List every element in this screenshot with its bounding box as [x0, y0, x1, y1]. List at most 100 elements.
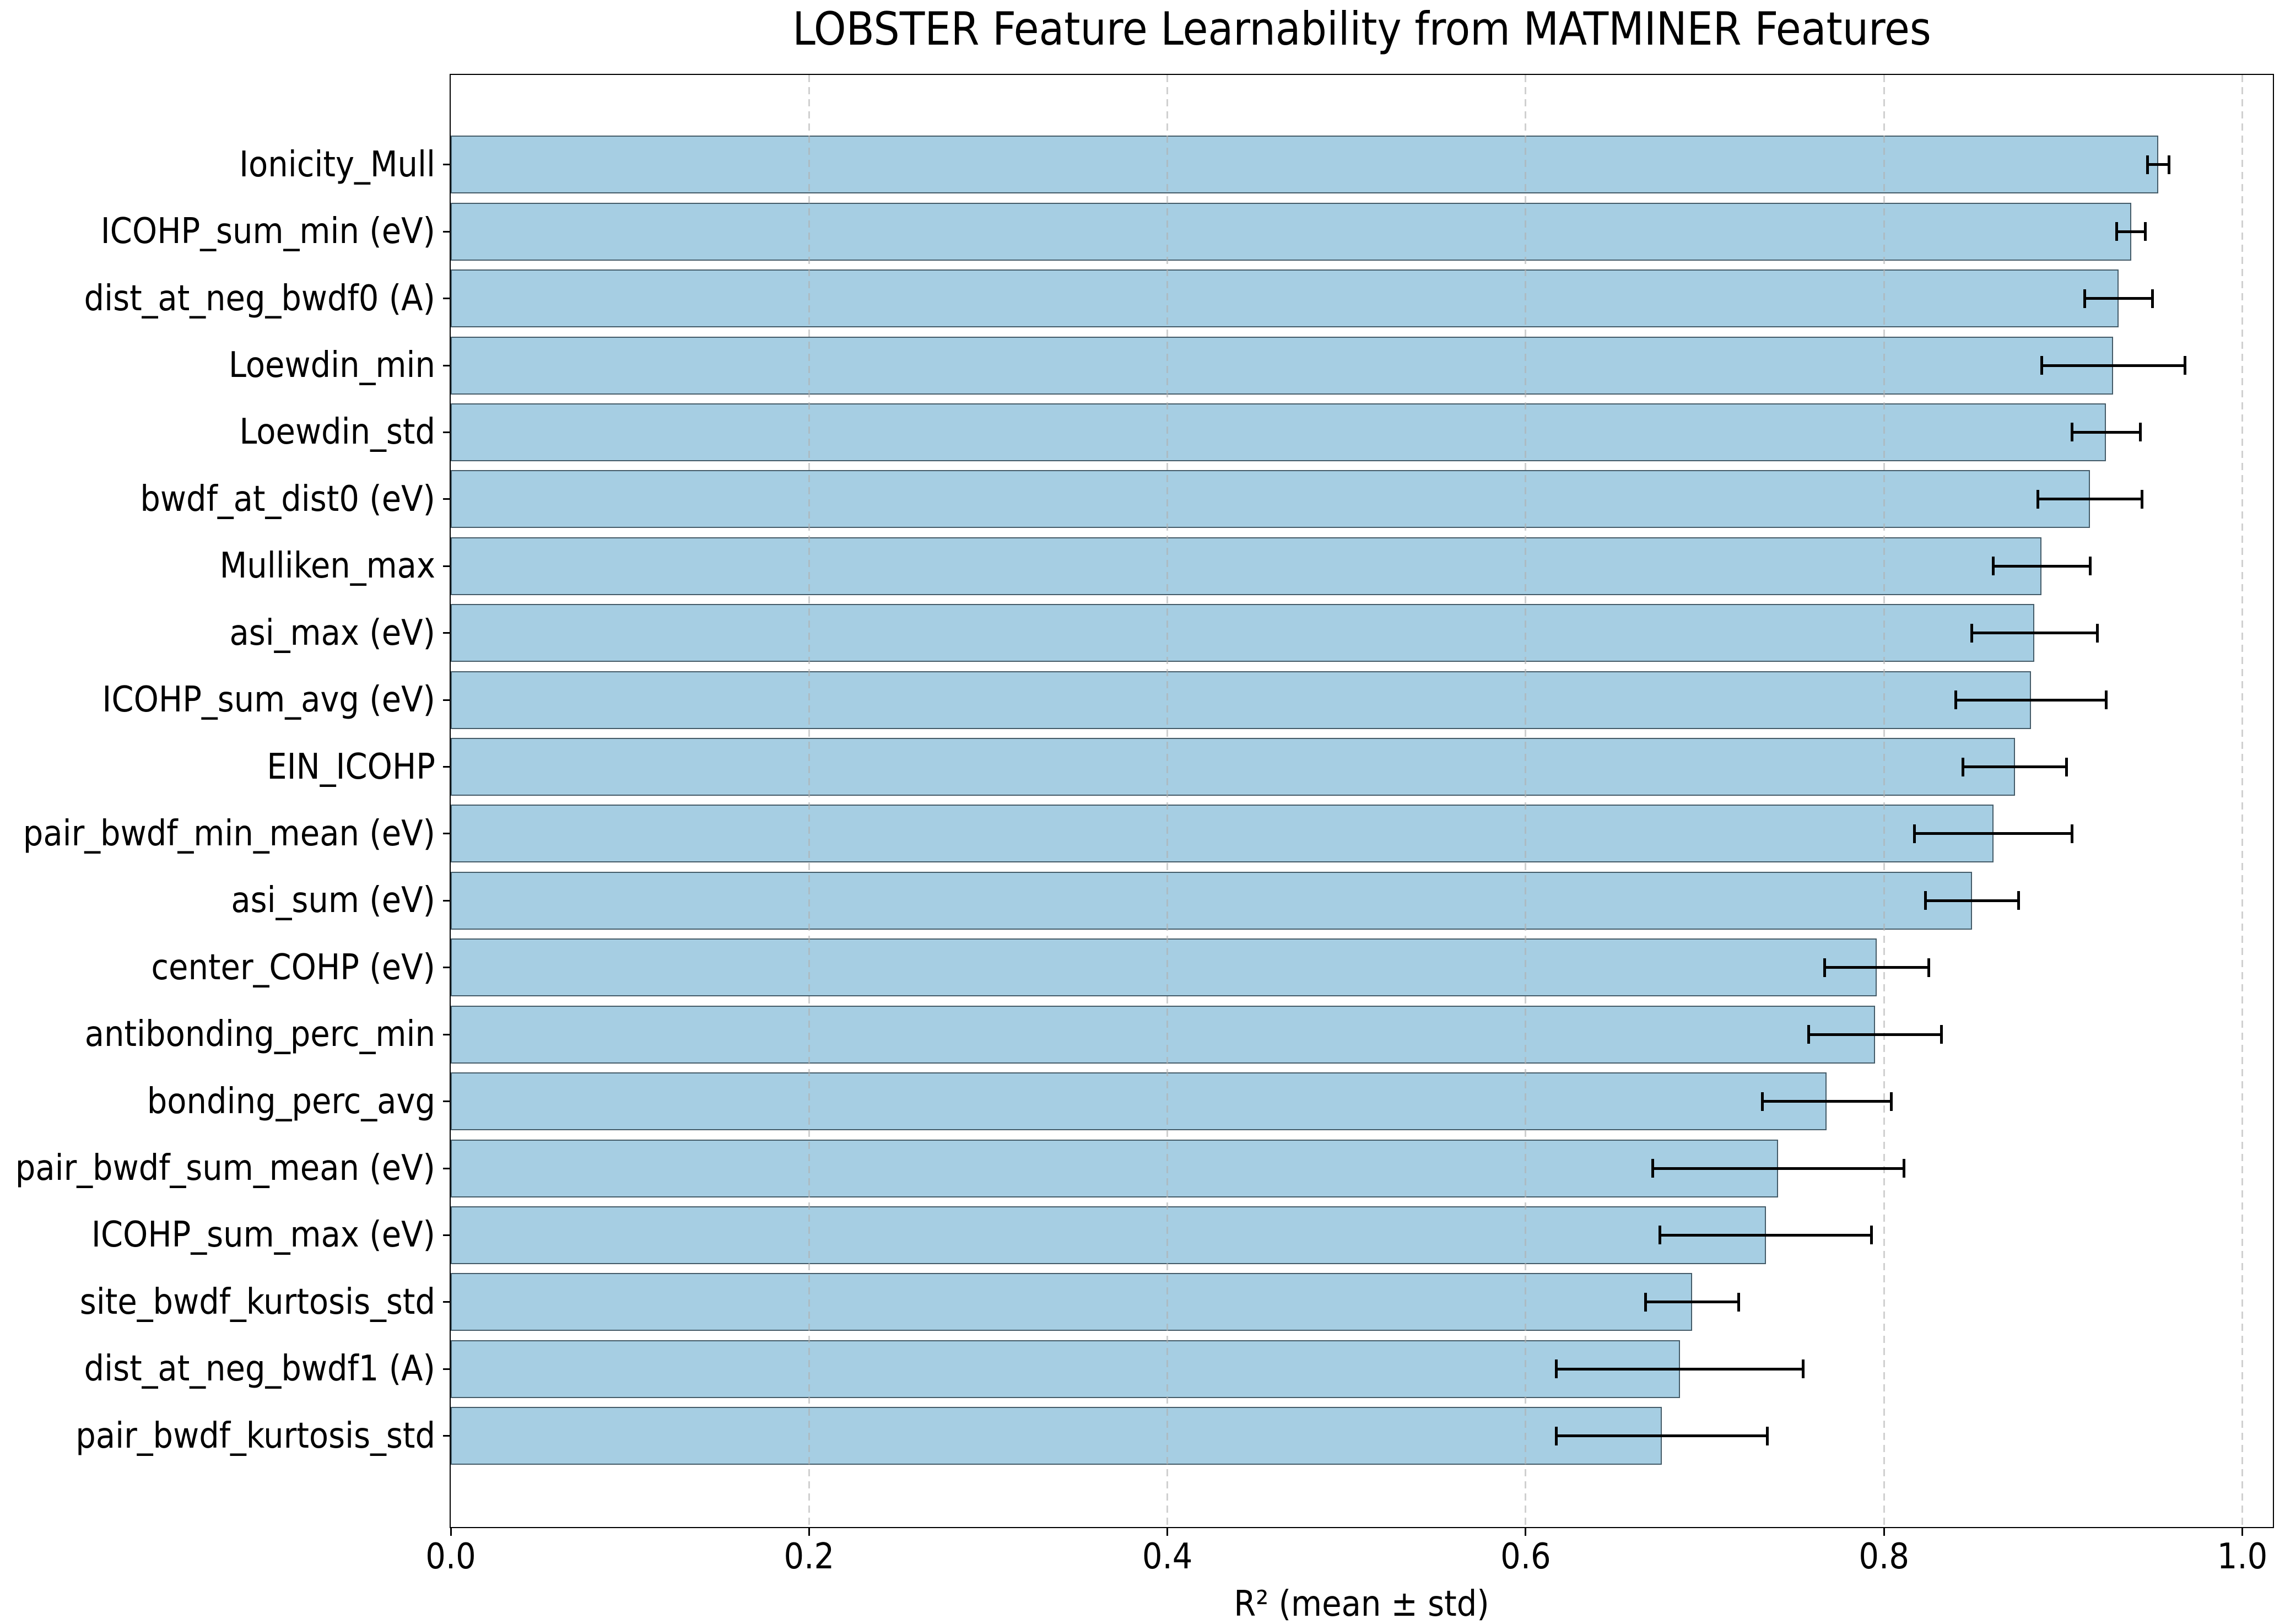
- bar-pair_bwdf_kurtosis_std: [451, 1407, 1662, 1465]
- errorbar-Loewdin_min: [2041, 364, 2185, 367]
- bar-dist_at_neg_bwdf0 (A): [451, 269, 2119, 327]
- errorbar-cap-hi-asi_sum (eV): [2017, 891, 2020, 910]
- gridline-x-0.4: [1166, 75, 1169, 1527]
- bar-pair_bwdf_sum_mean (eV): [451, 1139, 1779, 1197]
- errorbar-cap-lo-ICOHP_sum_min (eV): [2115, 222, 2119, 241]
- bar-Loewdin_std: [451, 403, 2106, 461]
- errorbar-cap-hi-Ionicity_Mull: [2167, 155, 2170, 174]
- errorbar-Ionicity_Mull: [2147, 163, 2169, 166]
- errorbar-cap-hi-dist_at_neg_bwdf0 (A): [2151, 289, 2154, 308]
- y-tick-label-pair_bwdf_sum_mean (eV): pair_bwdf_sum_mean (eV): [15, 1148, 435, 1189]
- errorbar-site_bwdf_kurtosis_std: [1645, 1301, 1739, 1304]
- y-tick-dist_at_neg_bwdf0 (A): [443, 298, 450, 299]
- bar-ICOHP_sum_min (eV): [451, 202, 2131, 261]
- gridline-x-0.6: [1525, 75, 1527, 1527]
- errorbar-cap-hi-bwdf_at_dist0 (eV): [2140, 489, 2143, 509]
- bar-ICOHP_sum_avg (eV): [451, 671, 2031, 729]
- errorbar-cap-hi-site_bwdf_kurtosis_std: [1737, 1292, 1741, 1312]
- y-tick-label-antibonding_perc_min: antibonding_perc_min: [84, 1014, 435, 1055]
- errorbar-cap-lo-pair_bwdf_kurtosis_std: [1554, 1426, 1558, 1445]
- errorbar-Mulliken_max: [1993, 564, 2090, 568]
- y-tick-label-bonding_perc_avg: bonding_perc_avg: [147, 1081, 435, 1122]
- y-tick-label-Ionicity_Mull: Ionicity_Mull: [239, 144, 435, 185]
- errorbar-cap-lo-pair_bwdf_min_mean (eV): [1913, 824, 1916, 843]
- errorbar-cap-hi-ICOHP_sum_avg (eV): [2104, 690, 2108, 710]
- x-tick-label-0.2: 0.2: [784, 1536, 835, 1577]
- x-tick-0.8: [1883, 1528, 1885, 1536]
- gridline-x-0.8: [1883, 75, 1885, 1527]
- errorbar-cap-hi-EIN_ICOHP: [2065, 757, 2068, 776]
- y-tick-center_COHP (eV): [443, 967, 450, 969]
- y-tick-label-center_COHP (eV): center_COHP (eV): [151, 947, 435, 988]
- errorbar-cap-hi-bonding_perc_avg: [1889, 1092, 1893, 1111]
- x-tick-0.4: [1166, 1528, 1169, 1536]
- gridline-x-1: [2241, 75, 2243, 1527]
- x-tick-label-1.0: 1.0: [2217, 1536, 2268, 1577]
- errorbar-cap-lo-Mulliken_max: [1992, 557, 1995, 576]
- errorbar-cap-hi-ICOHP_sum_min (eV): [2144, 222, 2147, 241]
- errorbar-cap-lo-bonding_perc_avg: [1760, 1092, 1764, 1111]
- errorbar-bonding_perc_avg: [1762, 1100, 1892, 1103]
- errorbar-pair_bwdf_kurtosis_std: [1556, 1434, 1768, 1438]
- errorbar-cap-hi-Loewdin_std: [2138, 423, 2142, 442]
- y-tick-pair_bwdf_sum_mean (eV): [443, 1167, 450, 1169]
- x-axis-label: R² (mean ± std): [1234, 1584, 1489, 1624]
- errorbar-dist_at_neg_bwdf1 (A): [1556, 1367, 1803, 1371]
- y-tick-label-ICOHP_sum_max (eV): ICOHP_sum_max (eV): [91, 1215, 435, 1256]
- errorbar-cap-hi-ICOHP_sum_max (eV): [1870, 1226, 1873, 1245]
- y-tick-label-pair_bwdf_min_mean (eV): pair_bwdf_min_mean (eV): [23, 813, 435, 854]
- y-tick-asi_max (eV): [443, 632, 450, 634]
- bar-Loewdin_min: [451, 336, 2114, 395]
- errorbar-cap-hi-Loewdin_min: [2184, 356, 2186, 375]
- errorbar-Loewdin_std: [2072, 430, 2141, 434]
- errorbar-cap-lo-pair_bwdf_sum_mean (eV): [1651, 1159, 1655, 1178]
- errorbar-cap-lo-asi_sum (eV): [1924, 891, 1927, 910]
- y-tick-label-pair_bwdf_kurtosis_std: pair_bwdf_kurtosis_std: [75, 1415, 435, 1456]
- errorbar-asi_max (eV): [1971, 632, 2098, 635]
- y-tick-label-Mulliken_max: Mulliken_max: [219, 546, 435, 587]
- errorbar-cap-lo-Loewdin_min: [2040, 356, 2043, 375]
- x-tick-label-0.0: 0.0: [425, 1536, 476, 1577]
- plot-area: [450, 74, 2274, 1528]
- y-tick-site_bwdf_kurtosis_std: [443, 1301, 450, 1303]
- errorbar-cap-hi-pair_bwdf_min_mean (eV): [2071, 824, 2074, 843]
- errorbar-cap-hi-Mulliken_max: [2088, 557, 2092, 576]
- bar-asi_max (eV): [451, 604, 2035, 662]
- y-tick-label-dist_at_neg_bwdf0 (A): dist_at_neg_bwdf0 (A): [84, 278, 436, 319]
- errorbar-cap-hi-dist_at_neg_bwdf1 (A): [1802, 1359, 1805, 1379]
- x-tick-1.0: [2241, 1528, 2243, 1536]
- x-tick-0.6: [1525, 1528, 1527, 1536]
- bar-Ionicity_Mull: [451, 136, 2158, 194]
- y-tick-label-asi_max (eV): asi_max (eV): [229, 612, 435, 654]
- errorbar-cap-lo-ICOHP_sum_avg (eV): [1954, 690, 1957, 710]
- x-tick-label-0.6: 0.6: [1500, 1536, 1551, 1577]
- errorbar-cap-hi-center_COHP (eV): [1927, 958, 1930, 977]
- errorbar-pair_bwdf_min_mean (eV): [1914, 832, 2072, 835]
- y-tick-bwdf_at_dist0 (eV): [443, 498, 450, 500]
- errorbar-cap-lo-dist_at_neg_bwdf0 (A): [2083, 289, 2086, 308]
- y-tick-antibonding_perc_min: [443, 1033, 450, 1035]
- y-tick-label-site_bwdf_kurtosis_std: site_bwdf_kurtosis_std: [79, 1281, 435, 1323]
- bar-bwdf_at_dist0 (eV): [451, 470, 2090, 528]
- gridline-x-0.2: [808, 75, 810, 1527]
- y-tick-label-bwdf_at_dist0 (eV): bwdf_at_dist0 (eV): [140, 478, 435, 520]
- errorbar-cap-lo-antibonding_perc_min: [1807, 1025, 1811, 1044]
- y-tick-bonding_perc_avg: [443, 1100, 450, 1103]
- errorbar-cap-lo-Loewdin_std: [2071, 423, 2074, 442]
- y-tick-label-dist_at_neg_bwdf1 (A): dist_at_neg_bwdf1 (A): [84, 1348, 436, 1390]
- y-tick-EIN_ICOHP: [443, 766, 450, 768]
- y-tick-ICOHP_sum_min (eV): [443, 230, 450, 233]
- errorbar-center_COHP (eV): [1824, 966, 1929, 969]
- y-tick-label-ICOHP_sum_min (eV): ICOHP_sum_min (eV): [100, 211, 435, 252]
- y-tick-label-Loewdin_std: Loewdin_std: [239, 412, 435, 453]
- errorbar-cap-lo-dist_at_neg_bwdf1 (A): [1554, 1359, 1558, 1379]
- x-tick-label-0.8: 0.8: [1859, 1536, 1909, 1577]
- errorbar-bwdf_at_dist0 (eV): [2038, 498, 2142, 501]
- chart-title: LOBSTER Feature Learnability from MATMIN…: [792, 2, 1931, 56]
- y-tick-ICOHP_sum_avg (eV): [443, 699, 450, 701]
- y-tick-pair_bwdf_min_mean (eV): [443, 833, 450, 835]
- y-tick-Mulliken_max: [443, 565, 450, 567]
- errorbar-cap-lo-bwdf_at_dist0 (eV): [2036, 489, 2040, 509]
- bar-antibonding_perc_min: [451, 1005, 1875, 1064]
